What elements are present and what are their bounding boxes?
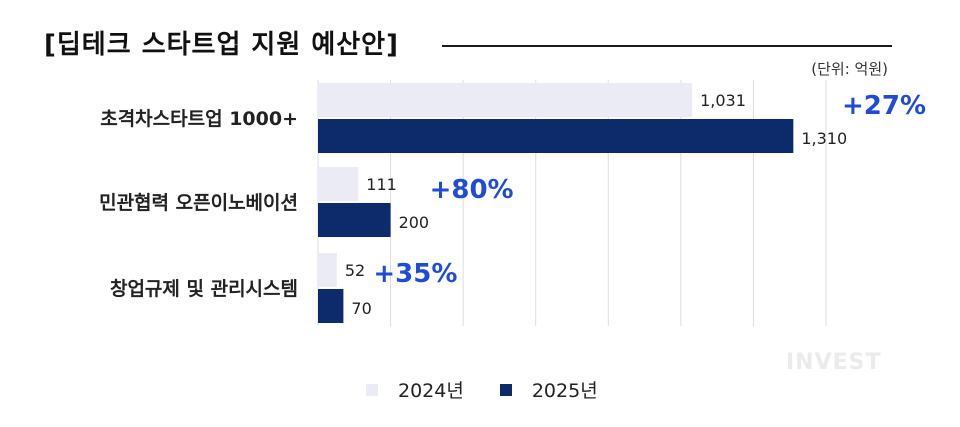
bar-2024년	[318, 167, 359, 201]
value-label: 70	[351, 299, 371, 318]
title-divider	[442, 45, 892, 47]
unit-note: (단위: 억원)	[811, 60, 888, 78]
value-label: 1,310	[801, 129, 847, 148]
bar-2025년	[318, 203, 391, 237]
legend-swatch-2024	[366, 383, 378, 396]
legend-label-2025: 2025년	[531, 380, 598, 402]
growth-label: +80%	[430, 175, 514, 205]
value-label: 200	[399, 213, 430, 232]
chart-title: [딥테크 스타트업 지원 예산안]	[44, 30, 399, 60]
legend-swatch-2025	[499, 383, 512, 396]
bar-2024년	[318, 253, 337, 287]
category-label: 초격차스타트업 1000+	[100, 108, 298, 130]
watermark: INVEST	[786, 350, 882, 375]
bar-2025년	[318, 289, 344, 323]
legend-item-2025: 2025년	[499, 376, 598, 403]
legend-item-2024: 2024년	[366, 376, 464, 403]
growth-label: +35%	[373, 259, 457, 289]
bar-2024년	[318, 83, 693, 117]
legend-label-2024: 2024년	[398, 380, 464, 402]
value-label: 1,031	[700, 91, 746, 110]
growth-label: +27%	[842, 91, 926, 121]
category-label: 창업규제 및 관리시스템	[110, 278, 298, 300]
category-label: 민관협력 오픈이노베이션	[99, 192, 298, 214]
value-label: 111	[366, 175, 397, 194]
bar-2025년	[318, 119, 794, 153]
legend: 2024년 2025년	[366, 376, 634, 403]
value-label: 52	[345, 261, 365, 280]
